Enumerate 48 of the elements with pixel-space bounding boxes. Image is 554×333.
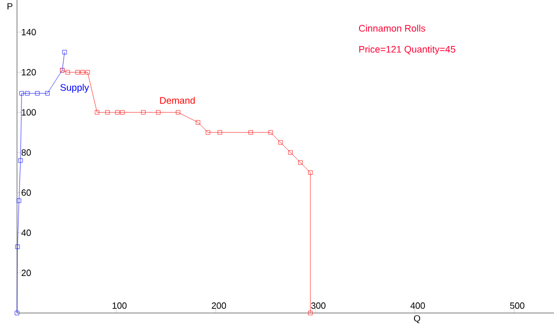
y-axis-title: P bbox=[8, 3, 12, 10]
y-tick-label: 100 bbox=[22, 109, 36, 116]
y-tick-label: 140 bbox=[22, 28, 36, 36]
point bbox=[105, 110, 110, 115]
series-label: Demand bbox=[160, 96, 195, 104]
x-tick-label: 300 bbox=[311, 302, 326, 309]
point bbox=[18, 158, 23, 163]
point bbox=[19, 91, 24, 96]
point bbox=[268, 130, 273, 135]
point bbox=[156, 110, 160, 115]
x-axis-title: Q bbox=[414, 315, 420, 324]
point bbox=[15, 244, 20, 249]
x-tick-label: 200 bbox=[212, 302, 226, 309]
point bbox=[218, 130, 222, 135]
y-tick-label: 60 bbox=[22, 189, 31, 196]
point bbox=[75, 70, 80, 74]
point bbox=[115, 110, 120, 115]
x-tick-label: 100 bbox=[112, 302, 127, 309]
y-tick-label: 120 bbox=[22, 69, 36, 76]
y-tick-label: 20 bbox=[22, 270, 31, 276]
point bbox=[94, 110, 100, 115]
point bbox=[248, 130, 253, 135]
annotation: Price=121 Quantity=45 bbox=[359, 46, 456, 55]
point bbox=[120, 110, 125, 115]
point bbox=[278, 140, 283, 145]
point bbox=[35, 91, 40, 96]
series-label: Supply bbox=[60, 84, 90, 93]
point bbox=[80, 70, 85, 74]
point bbox=[196, 120, 200, 125]
text: Cinnamon Rolls bbox=[359, 24, 426, 32]
y-tick-label: 40 bbox=[21, 230, 31, 236]
point bbox=[206, 130, 210, 135]
point bbox=[25, 91, 30, 96]
point bbox=[62, 50, 67, 54]
point bbox=[308, 310, 313, 316]
point bbox=[66, 70, 70, 74]
point bbox=[85, 70, 90, 74]
x-tick-label: 500 bbox=[510, 302, 524, 309]
point bbox=[288, 150, 293, 155]
point bbox=[45, 91, 50, 96]
point bbox=[176, 110, 180, 115]
point bbox=[308, 170, 313, 175]
x-tick-label: 400 bbox=[410, 302, 425, 309]
point bbox=[14, 310, 20, 316]
point bbox=[16, 198, 22, 203]
point bbox=[141, 110, 146, 115]
point bbox=[298, 160, 303, 165]
y-tick-label: 80 bbox=[22, 149, 31, 156]
